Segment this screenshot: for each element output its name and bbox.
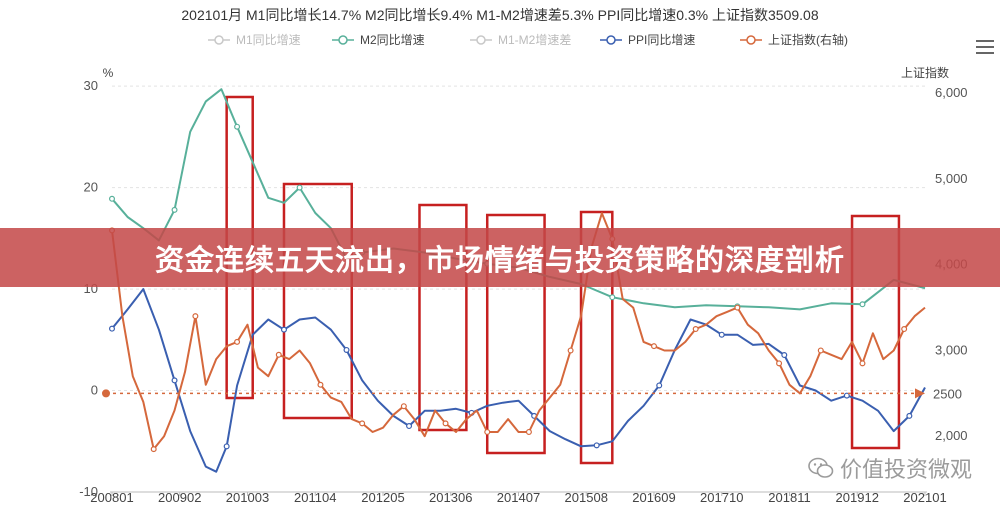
data-point [609,294,616,301]
data-point [901,326,908,333]
legend-label: M1同比增速 [236,33,301,47]
banner-title: 资金连续五天流出，市场情绪与投资策略的深度剖析 [154,242,845,277]
data-point [400,403,407,410]
chart-axes: 200801 200902 201003 201104 201205 201306 2014… [90,490,946,505]
x-tick-label: 201609 [632,490,675,505]
x-tick-label: 200902 [158,490,201,505]
data-point [280,326,287,333]
highlight-box-1 [282,182,353,420]
data-point [484,428,491,435]
y-tick-label: 20 [84,180,98,195]
reference-start-marker [102,389,110,398]
data-point [359,420,366,427]
legend-item[interactable]: 上证指数(右轴) [740,32,848,47]
data-point [567,347,574,354]
data-point [150,446,157,453]
x-tick-label: 202101 [903,490,946,505]
x-tick-label: 201407 [497,490,540,505]
highlight-box-4 [579,210,614,465]
data-point [656,382,663,389]
highlight-box-5 [850,214,901,450]
series-line-2 [111,212,926,451]
legend-swatch-marker [214,35,224,45]
data-point [734,304,741,311]
data-point [108,195,115,202]
y2-tick-label: 3,000 [935,342,968,357]
x-tick-label: 201508 [565,490,608,505]
series-line-1 [111,288,926,473]
x-tick-label: 201811 [768,490,810,505]
highlight-box-3 [485,213,546,455]
data-point [234,123,241,130]
data-point [817,347,824,354]
x-tick-label: 201306 [429,490,472,505]
legend-item[interactable]: M1-M2增速差 [470,33,571,47]
data-point [406,423,413,430]
data-point [108,325,115,332]
chart-title: 202101月 M1同比增长14.7% M2同比增长9.4% M1-M2增速差5… [181,7,818,23]
data-point [859,301,866,308]
legend-item[interactable]: M2同比增速 [332,33,425,47]
legend-item[interactable]: M1同比增速 [208,33,301,47]
data-point [223,443,230,450]
series-layer: 2500 [102,88,962,473]
y2-tick-label: 6,000 [935,85,968,100]
watermark: 价值投资微观 [808,452,972,484]
y-tick-label: 0 [91,383,98,398]
legend-swatch-marker [606,35,616,45]
data-point [650,343,657,350]
y2-tick-label: 2,000 [935,428,968,443]
x-tick-label: 200801 [90,490,133,505]
legend-item[interactable]: PPI同比增速 [600,33,695,47]
watermark-text: 价值投资微观 [839,458,972,483]
x-tick-label: 201912 [836,490,879,505]
legend-label: M2同比增速 [360,33,425,47]
data-point [776,360,783,367]
data-point [843,392,850,399]
reference-label: 2500 [933,386,962,401]
legend-swatch-marker [338,35,348,45]
highlight-box-2 [418,203,468,432]
legend-label: PPI同比增速 [628,33,695,47]
data-point [343,346,350,353]
data-point [296,184,303,191]
legend-label: M1-M2增速差 [498,33,571,47]
data-point [692,326,699,333]
data-point [275,351,282,358]
y2-tick-label: 5,000 [935,171,968,186]
data-point [317,381,324,388]
y-tick-label: 30 [84,78,98,93]
wechat-icon [808,457,834,478]
data-point [171,377,178,384]
data-point [859,360,866,367]
x-tick-label: 201003 [226,490,269,505]
right-axis-label: 上证指数 [901,65,949,80]
y-tick-label: -10 [79,484,98,499]
left-axis-unit: % [103,66,114,80]
data-point [234,338,241,345]
data-point [906,412,913,419]
legend-swatch-marker [746,35,756,45]
reference-arrow [915,388,925,399]
data-point [781,352,788,359]
x-tick-label: 201205 [361,490,404,505]
headline-banner: 资金连续五天流出，市场情绪与投资策略的深度剖析 [0,228,1000,287]
data-point [192,313,199,320]
x-tick-label: 201710 [700,490,743,505]
chart-legend[interactable]: M1同比增速 M2同比增速 M1-M2增速差 PPI同比增速 上证指数(右轴) [208,32,848,47]
x-tick-label: 201104 [294,490,336,505]
data-point [442,420,449,427]
legend-label: 上证指数(右轴) [768,32,848,47]
legend-swatch-marker [476,35,486,45]
data-point [593,442,600,449]
data-point [718,331,725,338]
data-point [525,428,532,435]
hamburger-menu-icon[interactable] [976,40,994,54]
data-point [171,206,178,213]
